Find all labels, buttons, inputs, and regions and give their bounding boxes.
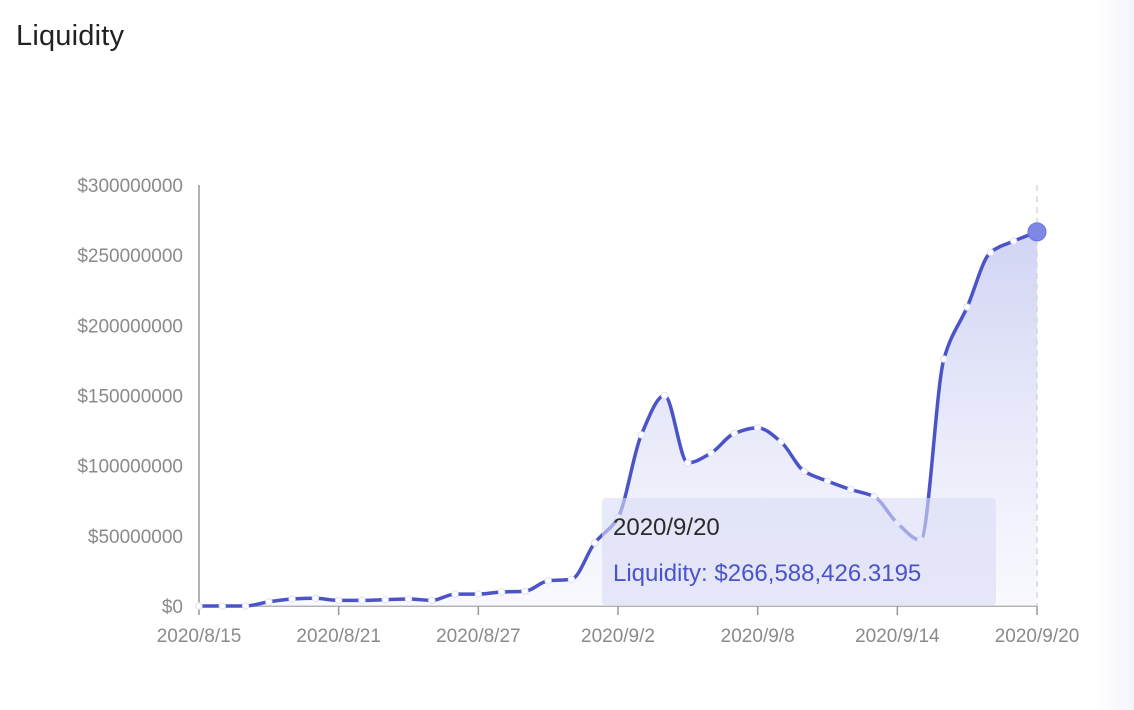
y-tick-label: $250000000	[77, 246, 183, 267]
data-point[interactable]	[963, 303, 971, 311]
data-point[interactable]	[311, 594, 320, 602]
x-tick-label: 2020/9/14	[855, 626, 940, 647]
y-tick-label: $0	[162, 597, 183, 618]
data-point[interactable]	[241, 602, 250, 610]
data-point[interactable]	[823, 477, 832, 485]
data-point[interactable]	[1010, 237, 1018, 245]
data-point[interactable]	[800, 467, 808, 475]
x-tick-label: 2020/9/2	[581, 626, 655, 647]
y-tick-label: $200000000	[77, 316, 183, 337]
y-tick-label: $100000000	[77, 457, 183, 478]
data-point[interactable]	[521, 587, 529, 595]
data-point[interactable]	[637, 431, 645, 439]
data-point[interactable]	[591, 539, 599, 547]
data-point[interactable]	[753, 424, 762, 432]
data-point[interactable]	[451, 590, 459, 598]
data-point[interactable]	[334, 596, 343, 605]
chart-title: Liquidity	[16, 20, 125, 52]
data-point[interactable]	[428, 596, 436, 605]
data-point[interactable]	[381, 595, 389, 604]
data-point[interactable]	[940, 355, 948, 363]
data-point[interactable]	[707, 449, 715, 457]
x-tick-label: 2020/8/27	[436, 626, 521, 647]
x-tick-label: 2020/9/20	[995, 626, 1080, 647]
data-point[interactable]	[660, 391, 669, 400]
data-point[interactable]	[288, 595, 296, 603]
y-tick-label: $50000000	[88, 527, 183, 548]
x-tick-label: 2020/8/21	[296, 626, 381, 647]
data-point[interactable]	[474, 590, 483, 598]
data-point[interactable]	[567, 575, 576, 584]
y-tick-label: $150000000	[77, 387, 183, 408]
data-point[interactable]	[730, 429, 739, 438]
y-tick-label: $300000000	[77, 176, 183, 197]
data-point[interactable]	[404, 595, 413, 603]
data-point-highlighted[interactable]	[1027, 222, 1047, 242]
tooltip: 2020/9/20 Liquidity: $266,588,426.3195	[602, 498, 996, 605]
data-point[interactable]	[684, 459, 692, 467]
data-point[interactable]	[265, 598, 273, 606]
data-point[interactable]	[986, 248, 995, 257]
data-point[interactable]	[218, 602, 226, 610]
data-point[interactable]	[358, 596, 366, 605]
data-point[interactable]	[544, 577, 552, 585]
data-point[interactable]	[497, 588, 506, 596]
data-point[interactable]	[847, 485, 855, 494]
data-point[interactable]	[777, 438, 785, 446]
x-tick-label: 2020/8/15	[157, 626, 242, 647]
tooltip-value: Liquidity: $266,588,426.3195	[613, 560, 922, 587]
right-edge-shade	[1094, 0, 1134, 710]
x-tick-label: 2020/9/8	[721, 626, 795, 647]
tooltip-date: 2020/9/20	[613, 514, 720, 541]
data-point[interactable]	[195, 602, 203, 610]
